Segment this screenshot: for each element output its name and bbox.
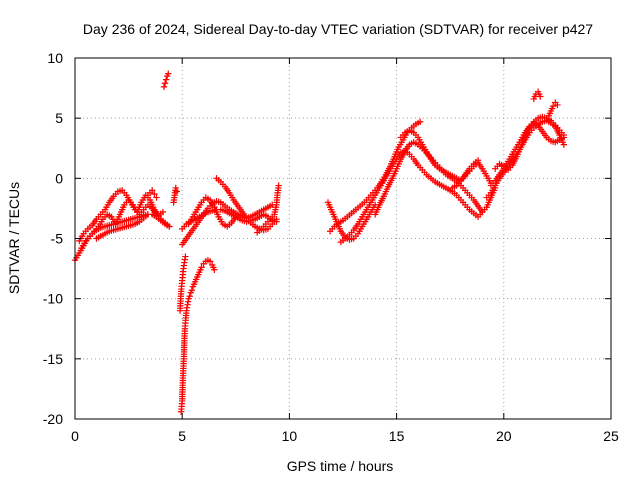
data-point: [144, 211, 152, 218]
y-axis-label: SDTVAR / TECUs: [6, 182, 22, 294]
series-track-j: [185, 194, 239, 230]
series-track-b: [76, 187, 173, 245]
series-outlier-spike: [160, 70, 172, 91]
series-track-c: [78, 191, 167, 252]
y-tick-label: 0: [55, 170, 63, 186]
data-point: [273, 216, 280, 223]
y-tick-label: 10: [47, 50, 63, 66]
data-point: [151, 190, 158, 198]
x-tick-label: 10: [282, 428, 298, 444]
series-track-h: [179, 197, 276, 248]
x-tick-label: 25: [603, 428, 619, 444]
y-tick-label: -15: [43, 351, 63, 367]
series-track-f: [170, 184, 181, 206]
data-point: [232, 213, 239, 221]
data-point: [165, 70, 172, 77]
data-point: [206, 258, 214, 265]
data-point: [549, 102, 557, 110]
data-point: [275, 182, 282, 189]
data-point: [159, 208, 167, 216]
chart-title: Day 236 of 2024, Sidereal Day-to-day VTE…: [83, 21, 593, 37]
series-plunge-left: [176, 253, 189, 314]
series-track-q: [449, 157, 482, 192]
data-point: [173, 188, 181, 195]
x-axis-ticks: 0 5 10 15 20 25: [71, 58, 619, 444]
y-tick-label: -20: [43, 411, 63, 427]
data-point: [148, 187, 156, 194]
series-track-v: [545, 99, 561, 119]
series-track-k: [254, 182, 282, 236]
x-tick-label: 15: [389, 428, 405, 444]
data-point: [474, 157, 482, 164]
data-point: [182, 253, 189, 260]
data-point: [211, 266, 218, 273]
data-point: [188, 287, 196, 294]
x-axis-label: GPS time / hours: [287, 458, 394, 474]
y-tick-label: -5: [51, 231, 64, 247]
x-tick-label: 0: [71, 428, 79, 444]
data-point: [161, 80, 169, 87]
series-track-d: [93, 211, 152, 242]
series-track-u: [530, 88, 544, 103]
data-point: [560, 134, 568, 141]
series-track-t: [492, 119, 568, 174]
data-point: [160, 83, 168, 91]
y-tick-label: -10: [43, 291, 63, 307]
series-track-n: [337, 147, 486, 246]
data-point: [186, 293, 193, 300]
x-tick-label: 5: [178, 428, 186, 444]
data-point: [198, 264, 205, 271]
data-point: [416, 118, 424, 125]
data-point: [166, 223, 173, 230]
x-tick-label: 20: [496, 428, 512, 444]
data-point: [554, 101, 561, 109]
data-point: [153, 194, 160, 201]
series-plunge: [177, 256, 218, 415]
data-point: [560, 141, 568, 148]
y-axis-ticks: -20 -15 -10 -5 0 5 10: [43, 50, 611, 427]
data-point: [537, 93, 544, 100]
y-tick-label: 5: [55, 110, 63, 126]
data-point: [172, 184, 179, 192]
series-track-e: [144, 187, 160, 201]
series-track-m: [326, 118, 424, 235]
data-point: [162, 76, 170, 83]
data-points: [71, 70, 568, 415]
